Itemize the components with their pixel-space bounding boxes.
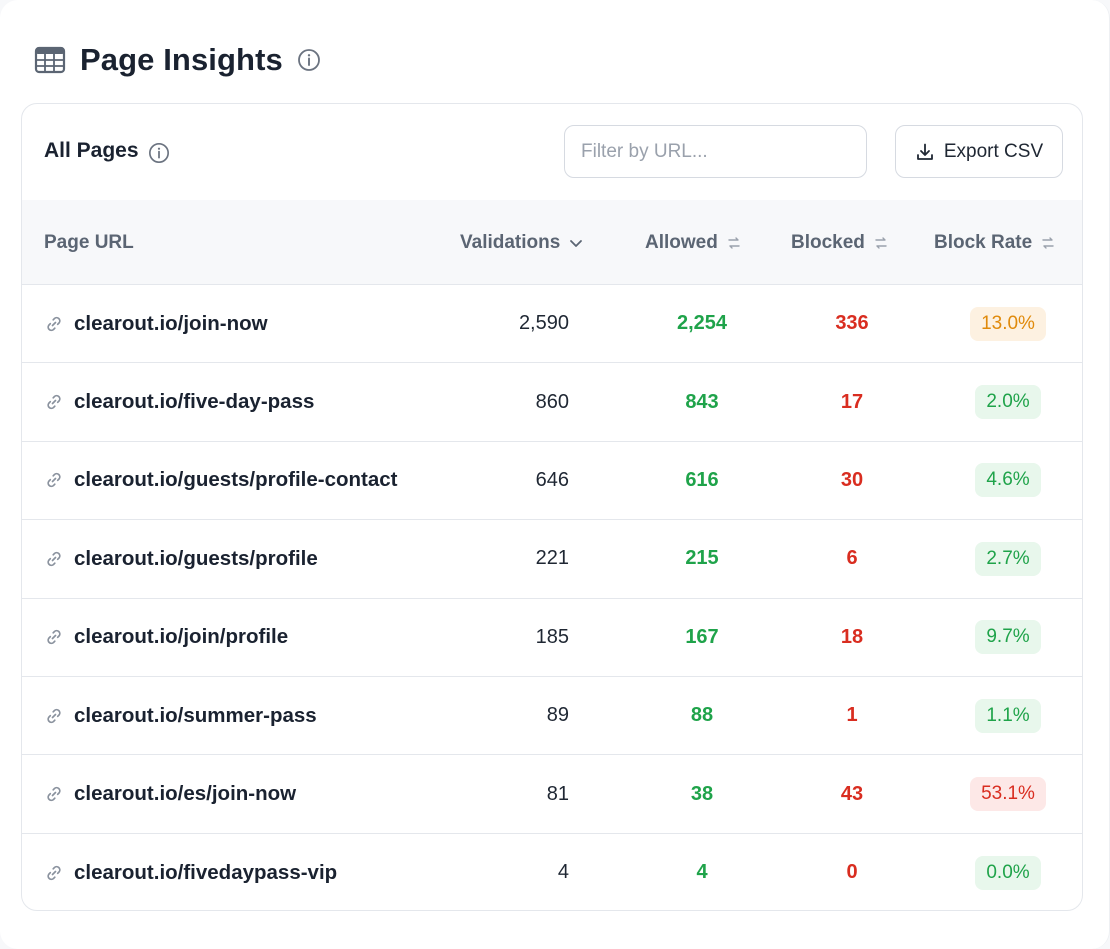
table-row[interactable]: clearout.io/five-day-pass 860 843 17 2.0… bbox=[22, 363, 1082, 442]
allowed-value: 2,254 bbox=[676, 312, 728, 335]
blocked-value: 336 bbox=[835, 312, 869, 335]
link-icon bbox=[44, 863, 64, 883]
filter-by-url-input[interactable] bbox=[564, 125, 867, 178]
validations-value: 89 bbox=[546, 704, 569, 727]
card-toolbar: All Pages Export CSV bbox=[22, 104, 1082, 200]
card-title: All Pages bbox=[44, 139, 139, 162]
link-icon bbox=[44, 627, 64, 647]
column-header-allowed[interactable]: Allowed bbox=[645, 200, 742, 285]
table-body: clearout.io/join-now 2,590 2,254 336 13.… bbox=[22, 285, 1082, 910]
blocked-value: 30 bbox=[840, 468, 864, 491]
page-url-link[interactable]: clearout.io/es/join-now bbox=[74, 782, 297, 806]
page-header: Page Insights bbox=[34, 38, 321, 82]
table-row[interactable]: clearout.io/guests/profile-contact 646 6… bbox=[22, 442, 1082, 521]
block-rate-badge: 4.6% bbox=[975, 463, 1041, 498]
link-icon bbox=[44, 706, 64, 726]
allowed-value: 4 bbox=[696, 861, 708, 884]
column-header-block-rate[interactable]: Block Rate bbox=[934, 200, 1056, 285]
allowed-value: 38 bbox=[690, 782, 714, 805]
link-icon bbox=[44, 392, 64, 412]
page-url-link[interactable]: clearout.io/summer-pass bbox=[74, 703, 317, 727]
block-rate-badge: 0.0% bbox=[975, 855, 1041, 890]
blocked-value: 43 bbox=[840, 782, 864, 805]
sort-arrows-icon bbox=[726, 235, 742, 251]
column-header-validations[interactable]: Validations bbox=[460, 200, 584, 285]
blocked-value: 1 bbox=[846, 704, 858, 727]
validations-value: 81 bbox=[546, 782, 569, 805]
block-rate-badge: 1.1% bbox=[975, 698, 1041, 733]
page-url-link[interactable]: clearout.io/fivedaypass-vip bbox=[74, 860, 338, 884]
allowed-value: 616 bbox=[685, 468, 719, 491]
blocked-value: 17 bbox=[840, 390, 864, 413]
page-url-link[interactable]: clearout.io/join/profile bbox=[74, 625, 289, 649]
block-rate-badge: 9.7% bbox=[975, 620, 1041, 655]
link-icon bbox=[44, 314, 64, 334]
validations-value: 185 bbox=[535, 625, 569, 648]
table-row[interactable]: clearout.io/join-now 2,590 2,254 336 13.… bbox=[22, 285, 1082, 364]
allowed-value: 88 bbox=[690, 704, 714, 727]
page-url-link[interactable]: clearout.io/guests/profile-contact bbox=[74, 468, 398, 492]
column-header-page-url[interactable]: Page URL bbox=[44, 231, 134, 253]
allowed-value: 843 bbox=[685, 390, 719, 413]
page-url-link[interactable]: clearout.io/guests/profile bbox=[74, 546, 318, 570]
export-csv-label: Export CSV bbox=[943, 140, 1044, 162]
export-csv-button[interactable]: Export CSV bbox=[895, 125, 1063, 178]
allowed-value: 167 bbox=[685, 625, 719, 648]
table-row[interactable]: clearout.io/es/join-now 81 38 43 53.1% bbox=[22, 755, 1082, 834]
link-icon bbox=[44, 549, 64, 569]
blocked-value: 6 bbox=[846, 547, 858, 570]
table-row[interactable]: clearout.io/summer-pass 89 88 1 1.1% bbox=[22, 677, 1082, 756]
block-rate-badge: 53.1% bbox=[970, 777, 1046, 812]
sort-arrows-icon bbox=[1040, 235, 1056, 251]
validations-value: 4 bbox=[557, 861, 569, 884]
link-icon bbox=[44, 470, 64, 490]
table-row[interactable]: clearout.io/join/profile 185 167 18 9.7% bbox=[22, 599, 1082, 677]
link-icon bbox=[44, 784, 64, 804]
blocked-value: 0 bbox=[846, 861, 858, 884]
table-header: Page URL Validations Allowed bbox=[22, 200, 1082, 285]
block-rate-badge: 2.0% bbox=[975, 385, 1041, 420]
download-icon bbox=[915, 142, 935, 162]
allowed-value: 215 bbox=[685, 547, 719, 570]
sort-arrows-icon bbox=[873, 235, 889, 251]
validations-value: 646 bbox=[535, 468, 569, 491]
column-header-blocked[interactable]: Blocked bbox=[791, 200, 889, 285]
validations-value: 221 bbox=[535, 547, 569, 570]
page-title: Page Insights bbox=[80, 42, 283, 77]
chevron-down-icon bbox=[568, 235, 584, 251]
blocked-value: 18 bbox=[840, 625, 864, 648]
info-icon[interactable] bbox=[148, 142, 170, 164]
all-pages-card: All Pages Export CSV bbox=[21, 103, 1083, 911]
table-row[interactable]: clearout.io/guests/profile 221 215 6 2.7… bbox=[22, 520, 1082, 599]
info-icon[interactable] bbox=[297, 48, 321, 72]
block-rate-badge: 13.0% bbox=[970, 306, 1046, 341]
page-url-link[interactable]: clearout.io/five-day-pass bbox=[74, 390, 315, 414]
table-icon bbox=[34, 44, 66, 76]
validations-value: 860 bbox=[535, 390, 569, 413]
validations-value: 2,590 bbox=[518, 312, 569, 335]
page-url-link[interactable]: clearout.io/join-now bbox=[74, 311, 268, 335]
block-rate-badge: 2.7% bbox=[975, 541, 1041, 576]
table-row[interactable]: clearout.io/fivedaypass-vip 4 4 0 0.0% bbox=[22, 834, 1082, 910]
